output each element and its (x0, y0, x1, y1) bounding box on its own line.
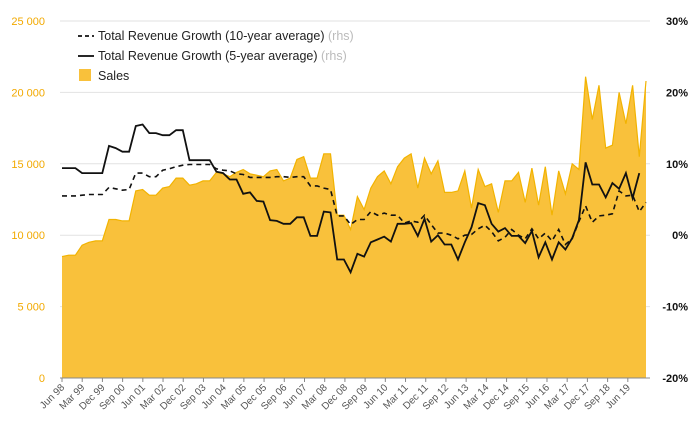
left-tick-label: 15 000 (11, 159, 45, 171)
sales-area (62, 76, 646, 378)
right-tick-label: 30% (666, 16, 688, 28)
legend-label-sales: Sales (98, 69, 129, 83)
ten-year-average-line (62, 163, 647, 246)
left-tick-label: 5 000 (17, 302, 45, 314)
legend-swatch-sales (79, 69, 91, 81)
legend: Total Revenue Growth (10-year average) (… (78, 29, 354, 83)
right-tick-label: -20% (662, 373, 688, 385)
right-tick-label: -10% (662, 302, 688, 314)
five-year-average-line (62, 123, 641, 275)
left-tick-label: 25 000 (11, 16, 45, 28)
right-tick-label: 0% (672, 230, 688, 242)
legend-label-five-year: Total Revenue Growth (5-year average) (r… (98, 49, 347, 63)
right-tick-label: 10% (666, 159, 688, 171)
legend-label-ten-year: Total Revenue Growth (10-year average) (… (98, 29, 354, 43)
right-axis-ticks: -20% -10% 0% 10% 20% 30% (662, 16, 688, 385)
right-tick-label: 20% (666, 87, 688, 99)
sales-area-edge (61, 76, 647, 258)
left-tick-label: 10 000 (11, 230, 45, 242)
left-tick-label: 20 000 (11, 87, 45, 99)
left-axis-ticks: 0 5 000 10 000 15 000 20 000 25 000 (11, 16, 45, 385)
left-tick-label: 0 (39, 373, 45, 385)
